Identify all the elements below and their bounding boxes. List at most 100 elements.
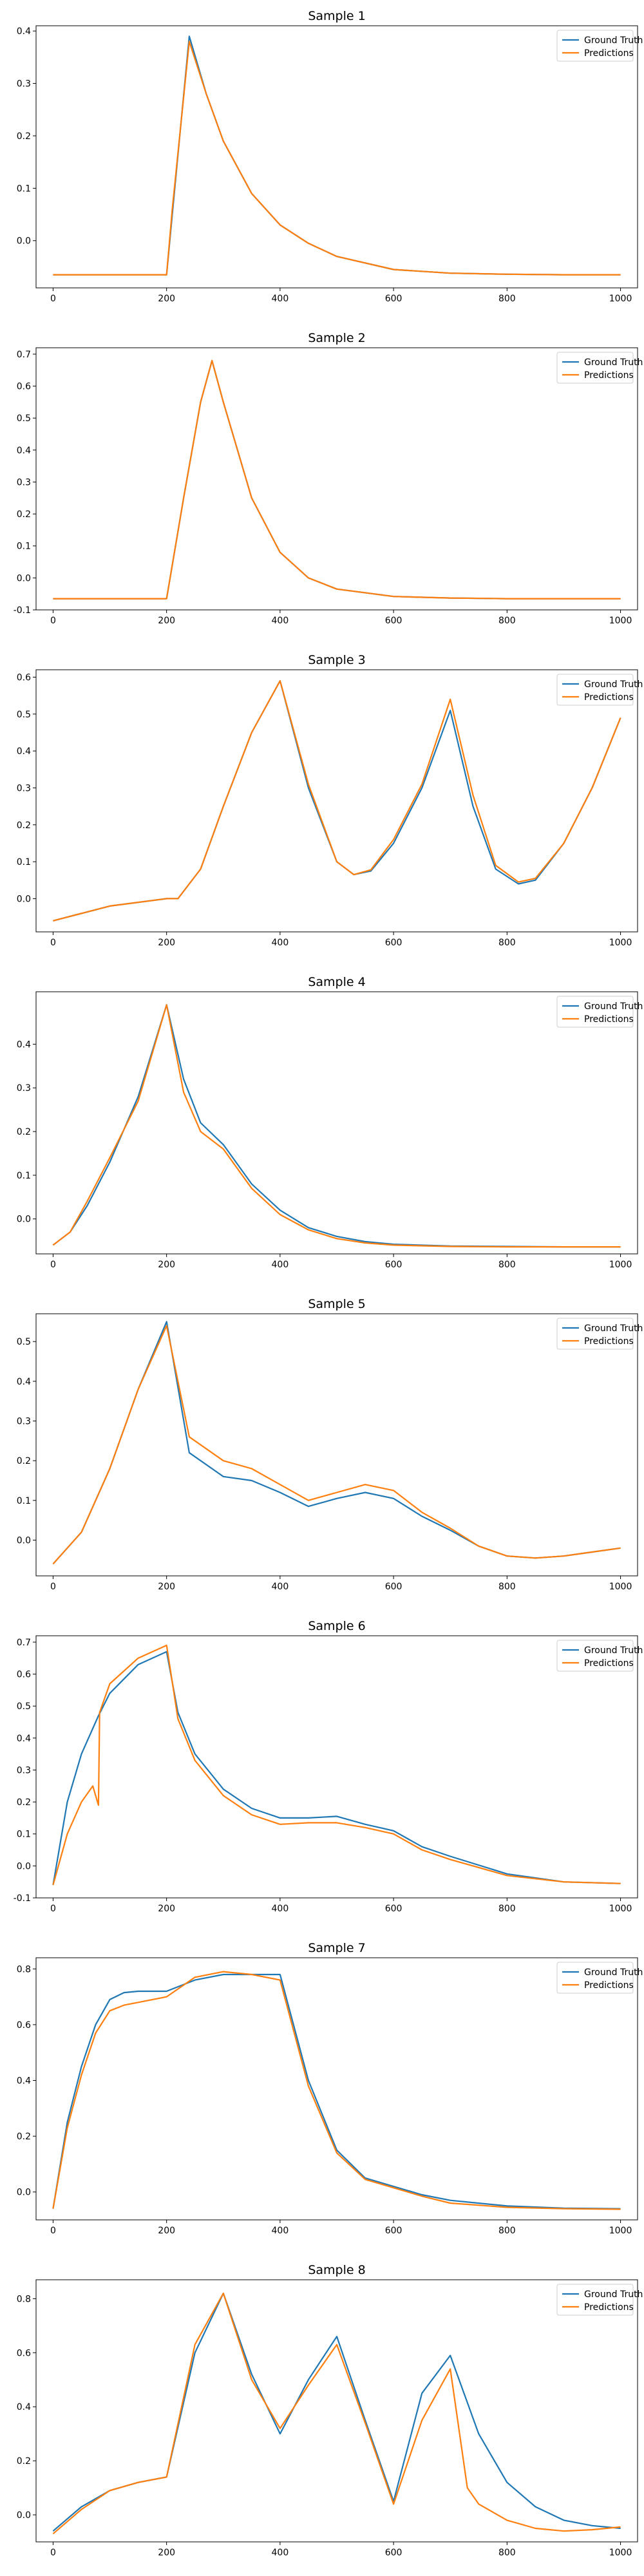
- y-tick-label: 0.0: [17, 573, 31, 583]
- plot-frame: [35, 347, 638, 611]
- x-tick-label: 0: [50, 294, 56, 304]
- y-tick-label: 0.3: [17, 1765, 31, 1776]
- y-tick-label: 0.8: [17, 1964, 31, 1975]
- y-tick-label: 0.4: [17, 446, 31, 456]
- plot-frame: [35, 1313, 638, 1577]
- y-tick-label: 0.2: [17, 131, 31, 142]
- y-tick-label: -0.1: [14, 605, 31, 616]
- legend: Ground Truth Predictions: [556, 996, 643, 1028]
- y-tick-label: 0.5: [17, 710, 31, 720]
- y-tick-label: 0.2: [17, 2132, 31, 2142]
- x-tick-label: 200: [158, 1582, 175, 1592]
- series-line-predictions: [52, 1971, 621, 2210]
- series-line-ground-truth: [52, 1973, 621, 2210]
- x-tick-label: 800: [498, 2226, 516, 2236]
- y-tick-label: 0.3: [17, 783, 31, 793]
- y-tick-label: 0.1: [17, 1830, 31, 1840]
- x-tick-label: 0: [50, 1260, 56, 1270]
- x-tick-label: 0: [50, 1904, 56, 1914]
- x-tick-label: 200: [158, 616, 175, 626]
- y-tick-label: 0.2: [17, 509, 31, 520]
- series-line-ground-truth: [52, 1321, 621, 1565]
- series-line-predictions: [53, 680, 621, 922]
- series-line-predictions: [52, 1644, 621, 1886]
- x-tick-label: 200: [158, 1260, 175, 1270]
- y-tick-label: 0.3: [17, 477, 31, 488]
- legend: Ground Truth Predictions: [556, 1962, 643, 1994]
- x-tick-label: 400: [272, 616, 289, 626]
- legend-label: Ground Truth: [584, 2289, 643, 2300]
- y-tick-label: 0.5: [17, 1337, 31, 1347]
- legend-label: Predictions: [584, 2302, 634, 2313]
- subplot-title: Sample 6: [308, 1619, 365, 1633]
- y-tick-label: 0.6: [17, 2348, 31, 2358]
- series-line-ground-truth: [52, 1651, 621, 1886]
- y-tick-label: -0.1: [14, 1893, 31, 1904]
- series-line-ground-truth: [52, 2292, 621, 2532]
- x-tick-label: 600: [385, 616, 402, 626]
- legend: Ground Truth Predictions: [556, 1318, 643, 1350]
- x-tick-label: 1000: [609, 2548, 632, 2558]
- x-tick-label: 600: [385, 1582, 402, 1592]
- series-line-predictions: [53, 41, 621, 276]
- x-tick-label: 200: [158, 1904, 175, 1914]
- x-tick-label: 800: [498, 1904, 516, 1914]
- y-tick-label: 0.4: [17, 2076, 31, 2087]
- x-tick-label: 600: [385, 2226, 402, 2236]
- subplot-title: Sample 5: [308, 1297, 365, 1311]
- legend: Ground Truth Predictions: [556, 674, 643, 706]
- x-tick-label: 800: [498, 938, 516, 948]
- legend: Ground Truth Predictions: [556, 30, 643, 62]
- y-tick-label: 0.7: [17, 1638, 31, 1648]
- x-tick-label: 1000: [609, 938, 632, 948]
- x-tick-label: 400: [272, 1904, 289, 1914]
- legend-label: Predictions: [584, 692, 634, 703]
- y-tick-label: 0.0: [17, 1215, 31, 1225]
- legend-label: Predictions: [584, 1014, 634, 1025]
- y-tick-label: 0.8: [17, 2294, 31, 2304]
- plot-frame: [35, 991, 638, 1255]
- y-tick-label: 0.0: [17, 2510, 31, 2521]
- y-tick-label: 0.4: [17, 1039, 31, 1050]
- y-tick-label: 0.2: [17, 1127, 31, 1137]
- x-tick-label: 200: [158, 938, 175, 948]
- subplot-1: Sample 1 0 200 400 600 800 1000 0.0 0.1 0.2 0.3 0.4…: [17, 9, 643, 304]
- series-line-ground-truth: [53, 35, 621, 276]
- y-tick-label: 0.2: [17, 1456, 31, 1466]
- legend-label: Predictions: [584, 1336, 634, 1347]
- plot-frame: [35, 25, 638, 289]
- x-tick-label: 800: [498, 616, 516, 626]
- x-tick-label: 600: [385, 2548, 402, 2558]
- x-tick-label: 400: [272, 2548, 289, 2558]
- y-tick-label: 0.4: [17, 26, 31, 37]
- legend-label: Ground Truth: [584, 1645, 643, 1656]
- subplot-4: Sample 4 0 200 400 600 800 1000 0.0 0.1 0.2 0.3 0.4…: [17, 975, 643, 1270]
- y-tick-label: 0.2: [17, 2456, 31, 2467]
- y-tick-label: 0.4: [17, 1377, 31, 1387]
- y-tick-label: 0.0: [17, 1536, 31, 1546]
- y-tick-label: 0.3: [17, 1417, 31, 1427]
- legend-label: Predictions: [584, 1658, 634, 1669]
- y-tick-label: 0.4: [17, 2402, 31, 2412]
- y-tick-label: 0.1: [17, 1171, 31, 1181]
- y-tick-label: 0.3: [17, 1083, 31, 1094]
- subplot-8: Sample 8 0 200 400 600 800 1000 0.0 0.2 0.4 0.6 0.8…: [17, 2263, 643, 2558]
- x-tick-label: 400: [272, 1260, 289, 1270]
- x-tick-label: 600: [385, 1260, 402, 1270]
- y-tick-label: 0.0: [17, 2188, 31, 2198]
- plot-frame: [35, 669, 638, 933]
- x-tick-label: 800: [498, 294, 516, 304]
- y-tick-label: 0.1: [17, 542, 31, 552]
- x-tick-label: 0: [50, 2226, 56, 2236]
- legend-label: Predictions: [584, 370, 634, 381]
- plot-frame: [35, 1635, 638, 1899]
- x-tick-label: 0: [50, 938, 56, 948]
- legend-label: Ground Truth: [584, 1001, 643, 1012]
- y-tick-label: 0.6: [17, 672, 31, 683]
- legend-label: Predictions: [584, 1980, 634, 1991]
- x-tick-label: 200: [158, 294, 175, 304]
- legend-label: Ground Truth: [584, 1323, 643, 1334]
- series-line-predictions: [52, 1004, 621, 1248]
- x-tick-label: 1000: [609, 2226, 632, 2236]
